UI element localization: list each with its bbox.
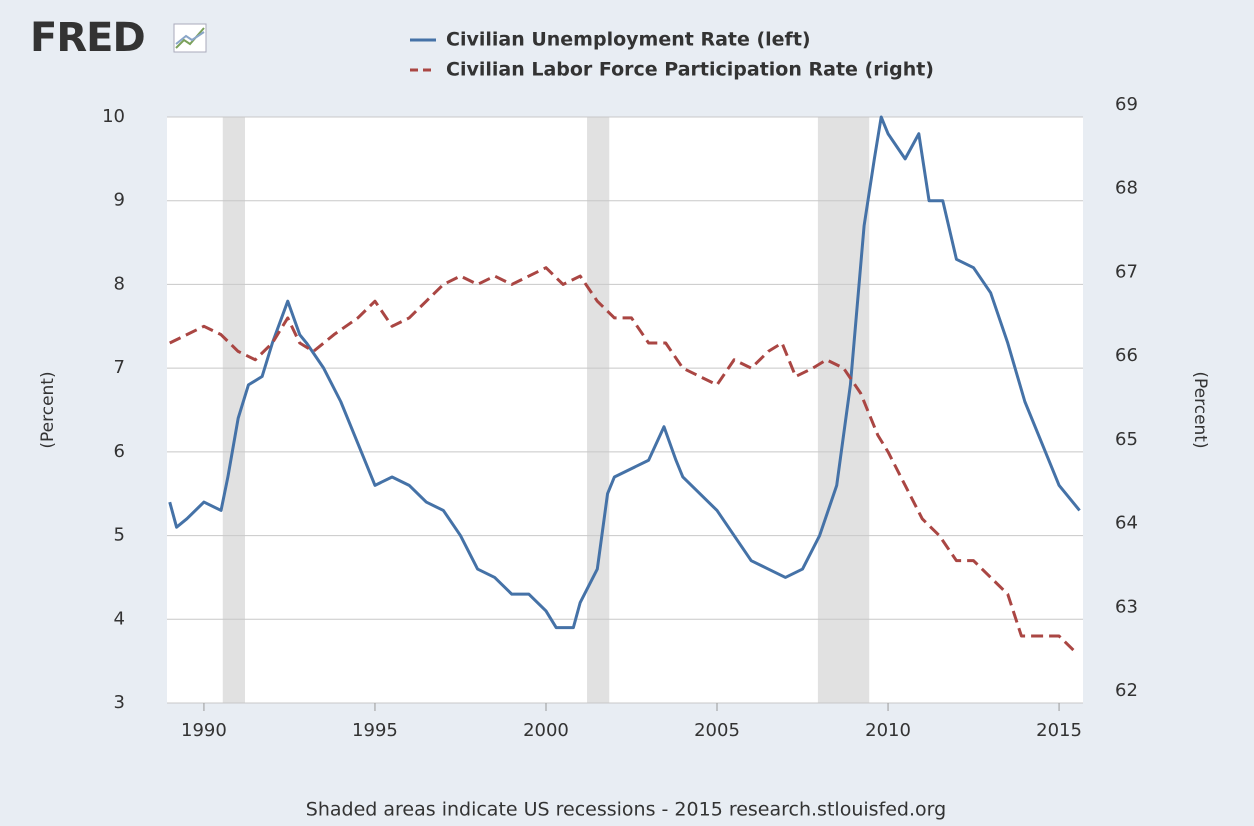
y2-tick-label: 68 [1115, 178, 1138, 199]
y-tick-label: 10 [102, 106, 125, 127]
legend-label: Civilian Unemployment Rate (left) [446, 29, 811, 51]
y2-axis-label: (Percent) [1190, 371, 1210, 448]
recession-band [222, 117, 245, 703]
recession-band [817, 117, 870, 703]
y2-tick-label: 63 [1115, 596, 1138, 617]
x-tick-label: 1990 [181, 720, 227, 741]
footer: Shaded areas indicate US recessions - 20… [306, 799, 946, 821]
y-tick-label: 6 [114, 441, 125, 462]
y2-tick-label: 66 [1115, 345, 1138, 366]
y2-tick-label: 69 [1115, 94, 1138, 115]
y-tick-label: 5 [114, 525, 125, 546]
y2-tick-label: 64 [1115, 513, 1138, 534]
series-line [169, 266, 1078, 654]
logo-icon [173, 23, 207, 53]
y-tick-label: 4 [114, 608, 125, 629]
y2-tick-label: 65 [1115, 429, 1138, 450]
x-tick-label: 2005 [694, 720, 740, 741]
y-axis-label: (Percent) [38, 371, 58, 448]
legend-label: Civilian Labor Force Participation Rate … [446, 59, 934, 81]
logo: FRED [30, 15, 145, 61]
recession-band [587, 117, 610, 703]
y-tick-label: 7 [114, 357, 125, 378]
plot-area [167, 117, 1083, 703]
x-tick-label: 2015 [1036, 720, 1082, 741]
y-tick-label: 3 [114, 692, 125, 713]
y2-tick-label: 62 [1115, 680, 1138, 701]
x-tick-label: 1995 [352, 720, 398, 741]
y2-tick-label: 67 [1115, 261, 1138, 282]
series-line [168, 115, 1081, 630]
x-tick-label: 2000 [523, 720, 569, 741]
x-tick-label: 2010 [865, 720, 911, 741]
y-tick-label: 8 [114, 273, 125, 294]
y-tick-label: 9 [114, 190, 125, 211]
